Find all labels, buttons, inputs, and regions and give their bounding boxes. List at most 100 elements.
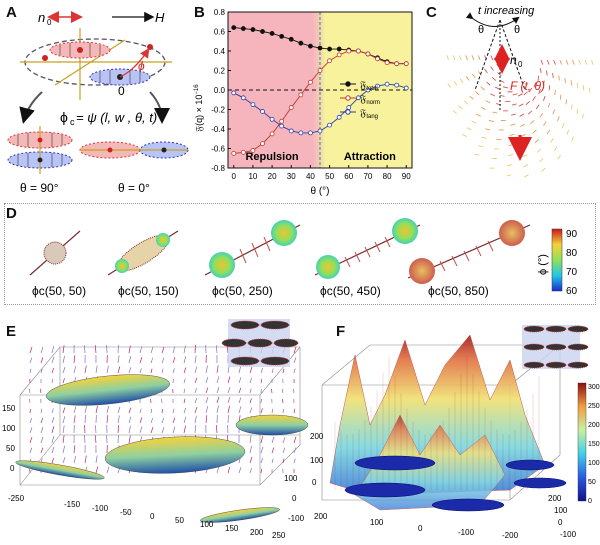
point-norm bbox=[337, 53, 341, 57]
point-total bbox=[241, 27, 245, 31]
point-tang bbox=[318, 129, 322, 133]
svg-text:c: c bbox=[70, 117, 75, 127]
panel-e-plot: 150 100 50 0 -250 -150 -100 -50 0 50 100… bbox=[0, 305, 310, 540]
t-increasing-label: t increasing bbox=[478, 5, 535, 17]
point-norm bbox=[261, 142, 265, 146]
svg-text:250: 250 bbox=[588, 403, 600, 410]
svg-text:80: 80 bbox=[566, 248, 578, 259]
theta-left-label: θ bbox=[478, 24, 484, 36]
svg-text:90: 90 bbox=[566, 229, 578, 240]
svg-text:0: 0 bbox=[47, 18, 52, 27]
point-tang bbox=[337, 115, 341, 119]
svg-text:200: 200 bbox=[314, 512, 328, 521]
svg-text:150: 150 bbox=[225, 524, 239, 533]
x-tick-label: 20 bbox=[268, 172, 277, 181]
caption-5: ϕc(50, 850) bbox=[428, 284, 489, 298]
x-tick-label: 0 bbox=[232, 172, 237, 181]
x-axis-label: θ (°) bbox=[311, 186, 330, 197]
svg-text:200: 200 bbox=[548, 494, 562, 503]
y-tick-label: 0.2 bbox=[214, 67, 226, 76]
x-tick-label: 90 bbox=[402, 172, 411, 181]
panel-c-diagram: t increasing θ θ n 0 F (t, θ) bbox=[420, 0, 600, 200]
legend-marker-tang bbox=[346, 110, 350, 114]
panel-f-plot: 300 250 200 150 100 50 0 200 100 0 200 1… bbox=[310, 305, 600, 540]
panel-b-label: B bbox=[194, 4, 205, 21]
x-tick-label: 30 bbox=[287, 172, 296, 181]
svg-text:150: 150 bbox=[588, 441, 600, 448]
point-tang bbox=[289, 129, 293, 133]
point-tang bbox=[251, 103, 255, 107]
point-tang bbox=[395, 83, 399, 87]
point-tang bbox=[347, 106, 351, 110]
caption-1: ϕc(50, 50) bbox=[32, 284, 86, 298]
panel-f-surface bbox=[330, 335, 545, 510]
panel-a-diagram: n 0 H 0 ϕ ϕ c = ψ (l, w , θ, t) θ = 90° … bbox=[0, 0, 190, 200]
point-norm bbox=[308, 80, 312, 84]
point-norm bbox=[299, 93, 303, 97]
point-norm bbox=[404, 62, 408, 66]
theta90-label: θ = 90° bbox=[20, 181, 59, 195]
point-norm bbox=[347, 49, 351, 53]
point-total bbox=[280, 34, 284, 38]
point-tang bbox=[232, 91, 236, 95]
svg-text:200: 200 bbox=[250, 528, 264, 537]
svg-text:-100: -100 bbox=[288, 514, 305, 523]
svg-text:0: 0 bbox=[418, 524, 423, 533]
svg-text:-250: -250 bbox=[8, 494, 25, 503]
panel-d-shapes: ϕc(50, 50) ϕc(50, 150) ϕc(50, 250) ϕc(50… bbox=[0, 203, 600, 303]
point-total bbox=[308, 44, 312, 48]
point-total bbox=[289, 37, 293, 41]
point-tang bbox=[241, 96, 245, 100]
panel-e-label: E bbox=[6, 323, 16, 340]
point-norm bbox=[289, 106, 293, 110]
svg-text:0: 0 bbox=[558, 518, 563, 527]
caption-3: ϕc(50, 250) bbox=[212, 284, 273, 298]
panel-c-label: C bbox=[426, 4, 437, 21]
svg-text:200: 200 bbox=[588, 422, 600, 429]
point-tang bbox=[308, 131, 312, 135]
u-shaped-field bbox=[447, 55, 593, 177]
point-norm bbox=[328, 59, 332, 63]
panel-d: D bbox=[0, 203, 600, 303]
point-tang bbox=[261, 109, 265, 113]
svg-text:-100: -100 bbox=[458, 528, 475, 537]
point-total bbox=[270, 31, 274, 35]
svg-text:0: 0 bbox=[518, 60, 523, 69]
panel-e: E 150 100 50 bbox=[0, 305, 310, 540]
svg-text:100: 100 bbox=[284, 474, 298, 483]
point-norm bbox=[280, 119, 284, 123]
x-tick-label: 10 bbox=[248, 172, 257, 181]
region-label-repulsion: Repulsion bbox=[245, 151, 298, 163]
y-tick-label: 0.6 bbox=[214, 28, 226, 37]
svg-text:300: 300 bbox=[588, 384, 600, 391]
svg-text:0: 0 bbox=[588, 498, 592, 505]
theta-right-label: θ bbox=[514, 24, 520, 36]
point-norm bbox=[241, 150, 245, 154]
panel-c: C t increasing θ θ n 0 F (t, θ) bbox=[420, 0, 600, 200]
point-norm bbox=[395, 62, 399, 66]
svg-text:50: 50 bbox=[175, 516, 184, 525]
point-total bbox=[261, 30, 265, 34]
panel-f-inset bbox=[522, 325, 588, 369]
panel-a-label: A bbox=[6, 4, 17, 21]
svg-text:70: 70 bbox=[566, 267, 578, 278]
phi-label: ϕ bbox=[138, 59, 145, 73]
point-total bbox=[299, 41, 303, 45]
svg-text:-150: -150 bbox=[64, 500, 81, 509]
formula-phi: ϕ bbox=[60, 109, 68, 125]
svg-text:150: 150 bbox=[2, 404, 16, 413]
svg-text:50: 50 bbox=[6, 444, 15, 453]
svg-text:0: 0 bbox=[312, 478, 317, 487]
svg-text:0: 0 bbox=[10, 464, 15, 473]
point-tang bbox=[328, 123, 332, 127]
y-tick-label: -0.2 bbox=[211, 106, 225, 115]
x-tick-label: 50 bbox=[325, 172, 334, 181]
formula-rest: = ψ (l, w , θ, t) bbox=[76, 110, 157, 125]
point-total bbox=[328, 47, 332, 51]
n0-label: n bbox=[38, 10, 45, 25]
svg-text:100: 100 bbox=[370, 518, 384, 527]
point-tang bbox=[385, 82, 389, 86]
svg-text:0: 0 bbox=[292, 494, 297, 503]
